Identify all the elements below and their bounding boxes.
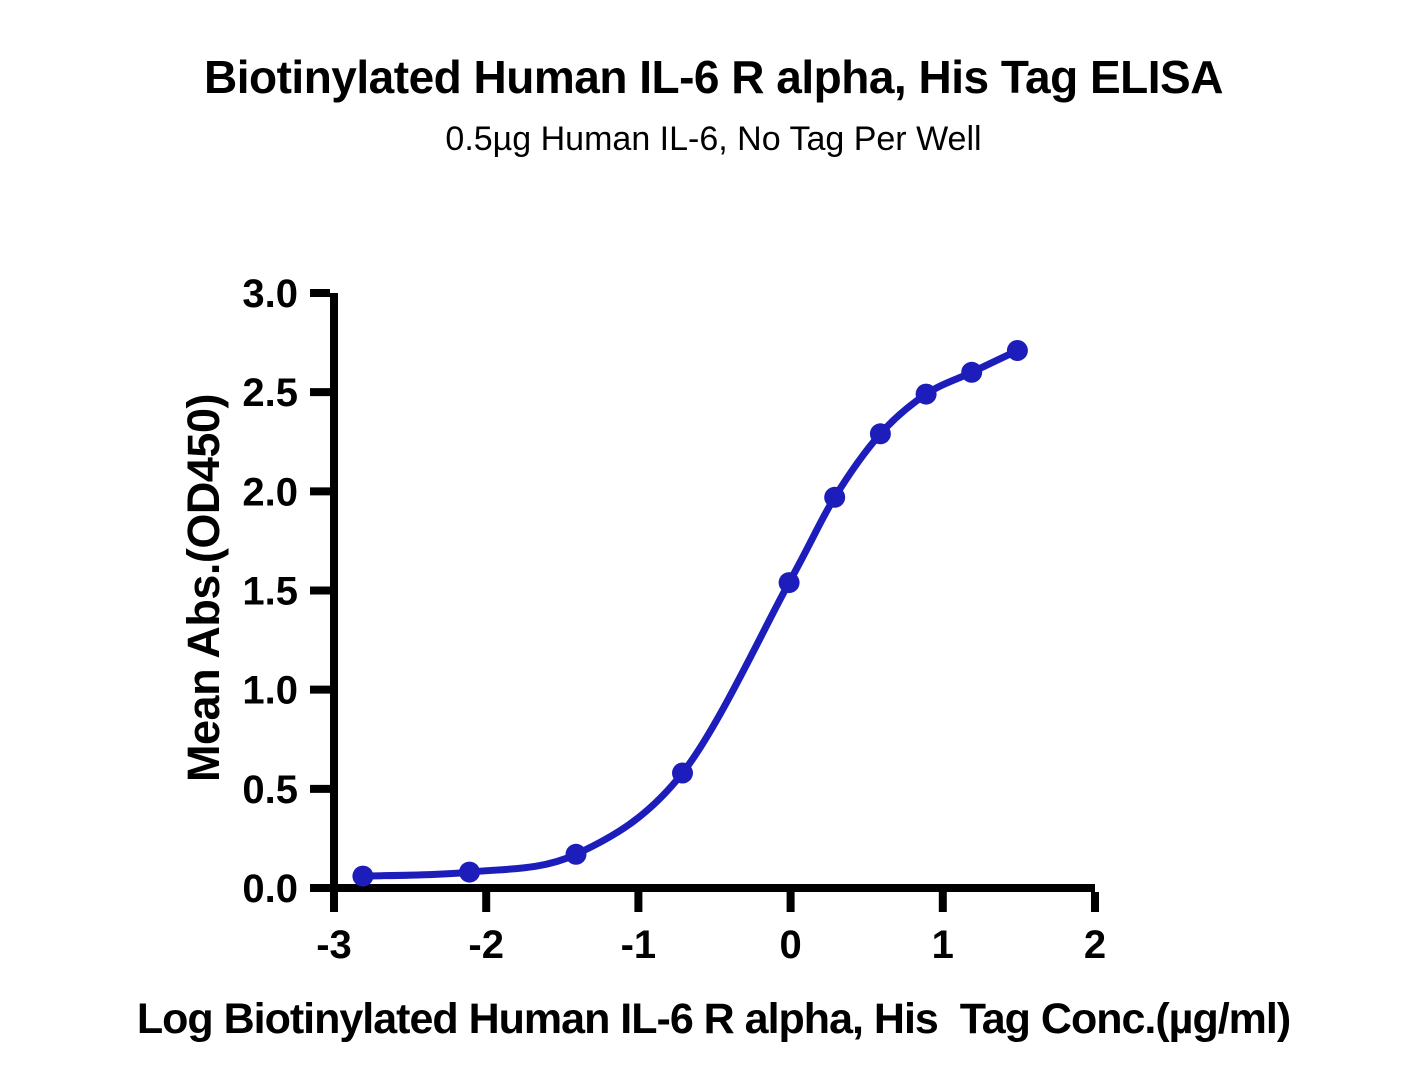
x-tick-label: -3 xyxy=(316,923,352,967)
data-point xyxy=(915,383,937,405)
data-point xyxy=(778,572,800,594)
x-axis-label: Log Biotinylated Human IL-6 R alpha, His… xyxy=(136,995,1291,1043)
x-tick-label: -2 xyxy=(468,923,504,967)
data-point xyxy=(824,486,846,508)
x-tick-label: -1 xyxy=(621,923,657,967)
y-tick-label: 2.5 xyxy=(242,371,298,415)
data-point xyxy=(672,762,693,784)
axes xyxy=(330,293,1095,892)
fit-curve xyxy=(359,347,1021,880)
data-point xyxy=(1006,340,1028,361)
y-tick-label: 1.5 xyxy=(242,570,298,614)
x-tick-label: 2 xyxy=(1084,923,1106,967)
y-tick-label: 2.0 xyxy=(242,470,298,514)
data-point xyxy=(565,843,587,865)
data-point xyxy=(961,361,983,383)
x-tick-label: 1 xyxy=(932,923,954,967)
chart-title: Biotinylated Human IL-6 R alpha, His Tag… xyxy=(204,51,1223,103)
y-tick-label: 3.0 xyxy=(242,272,298,316)
data-point xyxy=(352,865,374,887)
data-point xyxy=(869,423,891,445)
data-point xyxy=(459,861,480,883)
y-tick-label: 1.0 xyxy=(242,669,298,713)
y-tick-label: 0.5 xyxy=(242,768,298,812)
x-tick-label: 0 xyxy=(779,923,801,967)
chart-subtitle: 0.5µg Human IL-6, No Tag Per Well xyxy=(445,120,982,158)
y-tick-label: 0.0 xyxy=(242,867,298,911)
